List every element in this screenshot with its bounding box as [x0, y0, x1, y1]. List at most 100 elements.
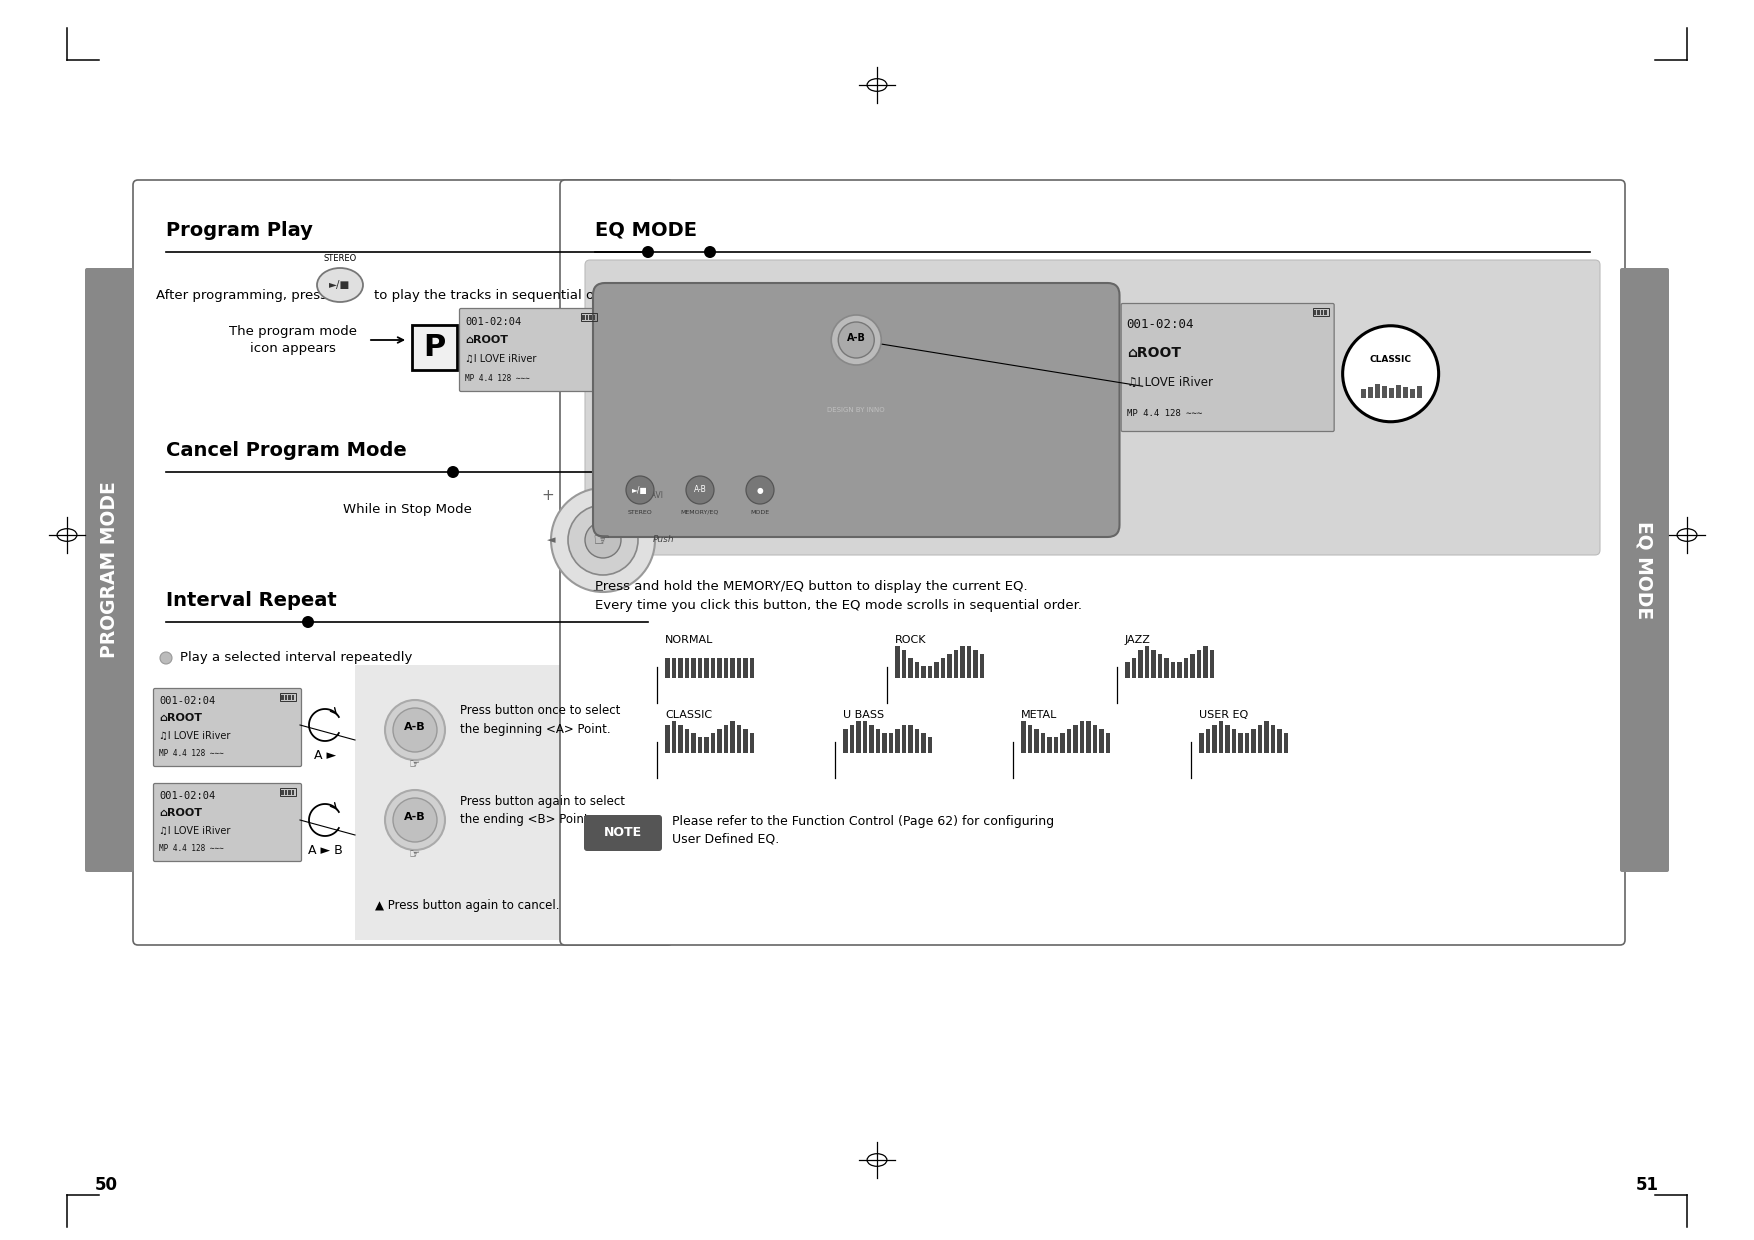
- Bar: [703, 658, 709, 678]
- Bar: [665, 658, 670, 678]
- Bar: [973, 650, 977, 678]
- Bar: [691, 733, 696, 753]
- Text: ♫I LOVE iRiver: ♫I LOVE iRiver: [1126, 376, 1212, 389]
- Bar: [947, 653, 951, 678]
- Bar: [1079, 720, 1084, 753]
- FancyBboxPatch shape: [133, 180, 674, 945]
- Bar: [1410, 389, 1415, 398]
- Bar: [717, 729, 721, 753]
- Circle shape: [393, 708, 437, 751]
- Bar: [593, 315, 595, 320]
- Text: P: P: [423, 334, 446, 362]
- Bar: [354, 665, 660, 940]
- Bar: [672, 658, 675, 678]
- Bar: [744, 729, 747, 753]
- Text: NORMAL: NORMAL: [665, 635, 714, 645]
- Bar: [291, 790, 295, 795]
- Bar: [895, 729, 900, 753]
- Bar: [281, 787, 296, 796]
- Text: to play the tracks in sequential order.: to play the tracks in sequential order.: [374, 289, 624, 301]
- Text: ◄: ◄: [547, 534, 556, 546]
- Text: Press and hold the MEMORY/EQ button to display the current EQ.
Every time you cl: Press and hold the MEMORY/EQ button to d…: [595, 580, 1082, 613]
- Text: CLASSIC: CLASSIC: [1370, 355, 1412, 365]
- Bar: [1258, 725, 1261, 753]
- Bar: [875, 729, 881, 753]
- Bar: [921, 666, 926, 678]
- Bar: [928, 737, 931, 753]
- Text: A-B: A-B: [847, 334, 866, 343]
- Circle shape: [626, 476, 654, 503]
- Bar: [1321, 310, 1323, 315]
- Bar: [856, 720, 861, 753]
- Bar: [1312, 308, 1328, 316]
- Text: ⌂ROOT: ⌂ROOT: [160, 713, 202, 723]
- Text: While in Stop Mode: While in Stop Mode: [344, 503, 472, 517]
- Bar: [954, 650, 958, 678]
- Text: MP 4.4 128 ∼∼∼: MP 4.4 128 ∼∼∼: [160, 844, 225, 853]
- Bar: [921, 733, 926, 753]
- Circle shape: [1342, 326, 1438, 422]
- Bar: [284, 790, 288, 795]
- Bar: [882, 733, 886, 753]
- Text: After programming, press: After programming, press: [156, 289, 326, 301]
- Bar: [281, 693, 296, 701]
- Text: MEMORY/EQ: MEMORY/EQ: [873, 285, 949, 295]
- Bar: [288, 790, 291, 795]
- Bar: [589, 315, 591, 320]
- Bar: [909, 725, 912, 753]
- Bar: [672, 720, 675, 753]
- Circle shape: [551, 489, 654, 591]
- Bar: [723, 725, 728, 753]
- Bar: [582, 315, 584, 320]
- Bar: [863, 720, 866, 753]
- Bar: [895, 646, 900, 678]
- Bar: [1368, 387, 1373, 398]
- Text: STEREO: STEREO: [628, 510, 652, 515]
- Bar: [684, 729, 689, 753]
- Bar: [1054, 737, 1058, 753]
- Bar: [940, 658, 945, 678]
- Text: METAL: METAL: [1021, 711, 1058, 720]
- Text: ●: ●: [756, 486, 763, 495]
- Circle shape: [838, 322, 873, 358]
- Circle shape: [568, 505, 638, 575]
- FancyBboxPatch shape: [586, 260, 1600, 556]
- Text: A ► B: A ► B: [307, 844, 342, 857]
- Circle shape: [586, 522, 621, 558]
- Bar: [1138, 650, 1142, 678]
- Bar: [691, 658, 696, 678]
- Text: ►/■: ►/■: [631, 486, 647, 495]
- Bar: [703, 737, 709, 753]
- Text: ☞: ☞: [409, 848, 421, 861]
- Bar: [679, 725, 682, 753]
- Text: Please refer to the Function Control (Page 62) for configuring
User Defined EQ.: Please refer to the Function Control (Pa…: [672, 815, 1054, 846]
- Text: A-B: A-B: [403, 722, 426, 732]
- Text: ROCK: ROCK: [895, 635, 926, 645]
- Text: A-B: A-B: [693, 486, 707, 495]
- Bar: [1124, 662, 1130, 678]
- Text: A-B: A-B: [403, 812, 426, 822]
- Bar: [1314, 310, 1316, 315]
- Bar: [730, 720, 735, 753]
- Text: MP 4.4 128 ∼∼∼: MP 4.4 128 ∼∼∼: [465, 373, 530, 383]
- Bar: [1205, 729, 1210, 753]
- Bar: [749, 658, 754, 678]
- Bar: [744, 658, 747, 678]
- Bar: [1177, 662, 1182, 678]
- Bar: [737, 725, 740, 753]
- Text: MODE: MODE: [751, 510, 770, 515]
- Bar: [581, 312, 596, 321]
- Bar: [1265, 720, 1268, 753]
- Text: Interval Repeat: Interval Repeat: [167, 590, 337, 610]
- Text: ♫I LOVE iRiver: ♫I LOVE iRiver: [465, 353, 537, 365]
- Text: ⌂ROOT: ⌂ROOT: [1126, 346, 1180, 361]
- FancyBboxPatch shape: [1621, 268, 1670, 872]
- Bar: [749, 733, 754, 753]
- Bar: [1073, 725, 1077, 753]
- Circle shape: [831, 315, 881, 365]
- Text: ☞: ☞: [409, 758, 421, 771]
- Circle shape: [384, 790, 446, 849]
- Bar: [1238, 733, 1242, 753]
- Bar: [1219, 720, 1223, 753]
- Bar: [291, 694, 295, 699]
